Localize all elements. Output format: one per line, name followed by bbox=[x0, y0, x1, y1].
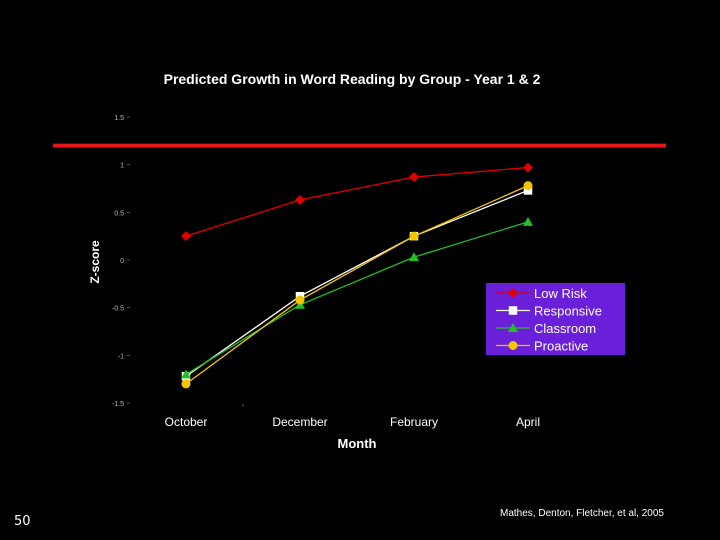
data-point-classroom bbox=[523, 216, 533, 226]
series-classroom bbox=[181, 216, 533, 379]
data-point-low-risk bbox=[295, 194, 305, 205]
y-tick-label: 1 bbox=[120, 163, 124, 170]
x-axis-label: Month bbox=[338, 436, 377, 451]
legend-marker-proactive bbox=[508, 341, 518, 350]
legend-marker-responsive bbox=[508, 306, 518, 315]
data-point-responsive bbox=[523, 186, 533, 195]
y-tick-label: 1.5 bbox=[114, 115, 124, 122]
data-point-proactive bbox=[295, 295, 305, 305]
chart-title: Predicted Growth in Word Reading by Grou… bbox=[164, 71, 541, 87]
citation: Mathes, Denton, Fletcher, et al, 2005 bbox=[500, 508, 664, 519]
series-responsive bbox=[181, 186, 533, 381]
y-axis-label: Z-score bbox=[88, 240, 102, 284]
series-line-low-risk bbox=[185, 166, 529, 237]
y-tick-label: -1 bbox=[118, 353, 124, 360]
slide-number: 50 bbox=[14, 514, 31, 529]
legend-label: Proactive bbox=[534, 339, 588, 354]
series-low-risk bbox=[181, 162, 533, 242]
x-tick-label: December bbox=[272, 415, 327, 429]
x-tick-label: April bbox=[516, 415, 540, 429]
y-tick-label: 0.5 bbox=[114, 210, 124, 217]
x-tick-label: February bbox=[390, 415, 438, 429]
data-point-proactive bbox=[409, 231, 419, 241]
legend-marker-classroom bbox=[508, 323, 518, 332]
legend-label: Responsive bbox=[534, 304, 602, 319]
legend-label: Classroom bbox=[534, 321, 596, 336]
y-tick-label: -0.5 bbox=[112, 306, 124, 313]
legend-box bbox=[486, 283, 625, 355]
data-point-low-risk bbox=[181, 231, 191, 242]
legend-label: Low Risk bbox=[534, 286, 587, 301]
legend-marker-low-risk bbox=[508, 288, 518, 298]
y-tick-label: 0 bbox=[120, 258, 124, 265]
data-point-low-risk bbox=[523, 162, 533, 173]
series-proactive bbox=[181, 181, 533, 389]
series-line-responsive bbox=[185, 189, 529, 377]
data-point-proactive bbox=[523, 181, 533, 191]
data-point-classroom bbox=[409, 252, 419, 262]
series-line-classroom bbox=[185, 221, 529, 375]
data-point-classroom bbox=[181, 369, 191, 379]
x-tick-label: October bbox=[165, 415, 208, 429]
y-tick-label: -1.5 bbox=[112, 401, 124, 408]
series-line-proactive bbox=[185, 185, 529, 385]
data-point-low-risk bbox=[409, 172, 419, 183]
data-point-proactive bbox=[181, 379, 191, 389]
